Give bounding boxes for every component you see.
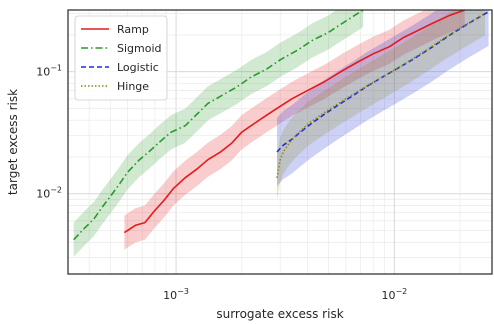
y-tick-label: 10−2 bbox=[36, 186, 62, 201]
y-axis-label: target excess risk bbox=[6, 89, 20, 195]
ramp-confidence-band bbox=[124, 10, 465, 250]
sigmoid-series-line bbox=[73, 10, 364, 241]
hinge-confidence-band bbox=[277, 10, 485, 200]
legend-label-sigmoid: Sigmoid bbox=[117, 42, 162, 55]
legend-label-logistic: Logistic bbox=[117, 61, 159, 74]
legend-box bbox=[74, 15, 168, 101]
ramp-series-line bbox=[123, 10, 465, 234]
sigmoid-confidence-band bbox=[73, 10, 364, 257]
legend-label-hinge: Hinge bbox=[117, 80, 149, 93]
confidence-bands bbox=[73, 10, 489, 257]
x-tick-label: 10−2 bbox=[381, 287, 407, 302]
hinge-series-line bbox=[276, 12, 486, 178]
x-tick-label: 10−3 bbox=[163, 287, 189, 302]
y-tick-label: 10−1 bbox=[36, 64, 62, 79]
x-tick-labels: 10−3 10−2 bbox=[163, 287, 407, 302]
plot-frame bbox=[67, 9, 493, 275]
series-lines bbox=[73, 10, 490, 241]
legend-label-ramp: Ramp bbox=[117, 23, 149, 36]
logistic-confidence-band bbox=[277, 10, 489, 187]
x-axis-label: surrogate excess risk bbox=[216, 307, 343, 321]
y-tick-labels: 10−2 10−1 bbox=[36, 64, 62, 201]
legend: Ramp Sigmoid Logistic Hinge bbox=[74, 15, 168, 101]
